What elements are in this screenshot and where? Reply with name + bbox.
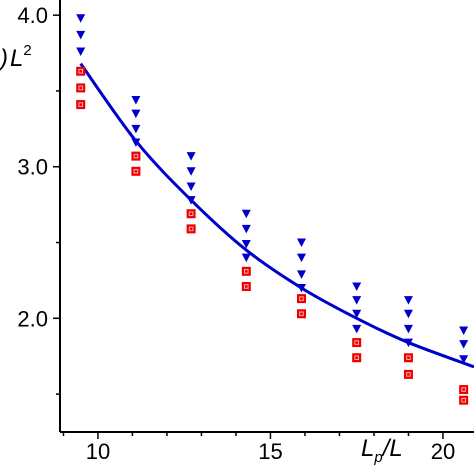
triangle-point	[131, 96, 141, 105]
triangle-point	[459, 355, 469, 364]
square-point	[76, 66, 86, 76]
triangle-point	[186, 182, 196, 191]
triangle-point	[131, 138, 141, 147]
triangle-point	[241, 209, 251, 219]
square-point	[403, 353, 413, 363]
square-point-inner	[406, 355, 411, 361]
triangle-point	[403, 309, 413, 319]
triangle-point	[241, 253, 251, 263]
plot-axes	[53, 0, 474, 439]
x-tick-label: 10	[86, 439, 110, 464]
triangle-point	[297, 253, 306, 263]
square-point-inner	[354, 340, 359, 345]
square-point-inner	[188, 226, 194, 232]
triangle-point	[131, 109, 141, 119]
square-point	[241, 281, 251, 291]
x-axis-label: Lp/L	[361, 435, 403, 466]
square-point	[352, 353, 362, 363]
triangle-point	[459, 326, 469, 335]
square-point	[186, 224, 196, 234]
triangle-point	[297, 238, 306, 248]
square-point	[241, 266, 251, 276]
square-point	[131, 166, 141, 176]
square-point	[459, 385, 469, 395]
triangle-point	[131, 124, 141, 134]
square-point	[352, 338, 362, 348]
square-point-inner	[244, 269, 249, 274]
square-point-inner	[406, 372, 411, 377]
x-tick-label: 20	[431, 439, 455, 464]
square-point	[76, 83, 86, 93]
triangle-point	[403, 324, 413, 334]
triangle-point	[352, 324, 362, 334]
triangle-point	[76, 14, 86, 23]
square-point-inner	[461, 397, 466, 403]
triangle-point	[352, 282, 362, 291]
triangle-point	[403, 338, 413, 348]
square-point	[403, 369, 413, 379]
square-point-inner	[188, 211, 194, 217]
square-point-inner	[78, 68, 84, 74]
square-point-inner	[461, 387, 466, 392]
y-tick-label: 2.0	[17, 306, 48, 331]
triangle-point	[241, 240, 251, 249]
square-point	[297, 309, 306, 319]
triangle-point	[186, 167, 196, 176]
y-tick-label: 3.0	[17, 155, 48, 180]
square-point	[76, 100, 86, 110]
triangle-point	[459, 340, 469, 349]
triangle-point	[297, 284, 306, 293]
fit-line-layer	[79, 62, 474, 369]
square-point-inner	[299, 311, 304, 317]
triangle-point	[403, 296, 413, 305]
square-point	[186, 209, 196, 219]
data-markers-layer	[76, 14, 469, 405]
square-point-inner	[133, 168, 139, 174]
square-point-inner	[299, 296, 304, 301]
triangle-point	[186, 196, 196, 205]
square-point	[131, 151, 141, 161]
y-tick-label: 4.0	[17, 3, 48, 28]
square-point-inner	[244, 284, 249, 289]
square-point	[297, 294, 306, 304]
square-point-inner	[78, 85, 84, 91]
triangle-point	[241, 224, 251, 234]
triangle-point	[186, 152, 196, 161]
triangle-point	[352, 296, 362, 305]
square-point-inner	[133, 153, 139, 159]
triangle-point	[352, 309, 362, 319]
x-tick-label: 15	[258, 439, 282, 464]
triangle-point	[297, 270, 306, 279]
square-point-inner	[354, 355, 359, 361]
fit-curve	[79, 62, 474, 369]
triangle-point	[76, 30, 86, 40]
tick-labels-layer: 2.0 3.0 4.0 10 15 20	[17, 3, 455, 464]
triangle-point	[76, 47, 86, 57]
square-point	[459, 395, 469, 405]
square-point-inner	[78, 102, 84, 107]
y-axis-label: )L2	[0, 42, 32, 72]
